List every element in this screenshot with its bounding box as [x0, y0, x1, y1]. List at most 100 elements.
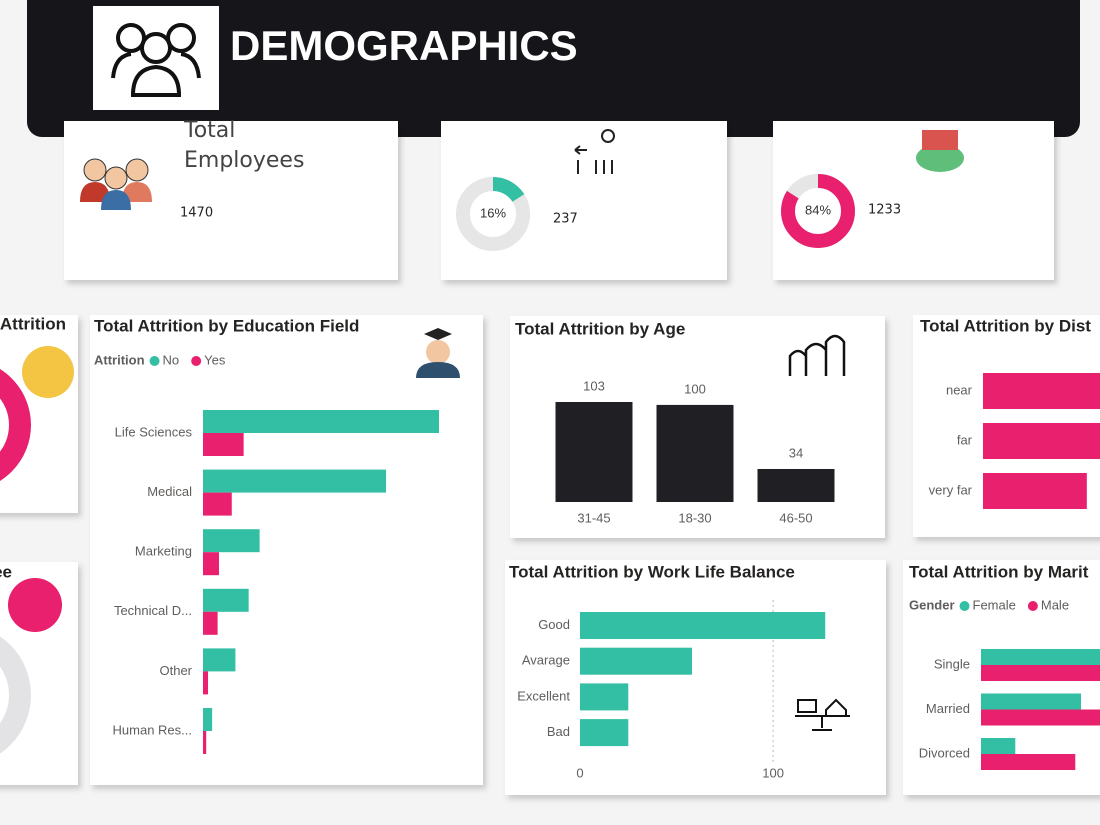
- y-tick-label: near: [946, 382, 973, 397]
- kpi-icon: [80, 182, 110, 202]
- x-tick-label: 100: [762, 765, 784, 780]
- donut-label: 16%: [480, 205, 506, 220]
- y-tick-label: Divorced: [919, 745, 970, 760]
- kpi-icon: [122, 182, 152, 202]
- donut-decor: [0, 369, 31, 481]
- card: [90, 315, 483, 785]
- bar: [203, 588, 249, 612]
- x-tick-label: 46-50: [779, 510, 812, 525]
- donut-label: 84%: [805, 202, 831, 217]
- y-tick-label: Excellent: [517, 688, 570, 703]
- y-tick-label: far: [957, 432, 973, 447]
- bar: [656, 404, 734, 502]
- legend-swatch: [191, 356, 202, 366]
- kpi-icon: [83, 158, 107, 182]
- kpi-label-box: Total Employees: [184, 118, 305, 173]
- bar: [203, 410, 439, 433]
- bar: [203, 731, 207, 754]
- bar: [981, 665, 1100, 681]
- kpi-icon: [922, 130, 958, 150]
- bar: [203, 492, 232, 516]
- y-tick-label: Avarage: [522, 653, 570, 668]
- bar: [981, 754, 1076, 770]
- legend-label: Yes: [204, 352, 226, 367]
- card-title: Attrition: [0, 314, 66, 333]
- chart-title: Total Attrition by Education Field: [94, 316, 359, 335]
- bar: [983, 373, 1100, 409]
- bar: [983, 423, 1100, 459]
- bar: [580, 612, 826, 639]
- legend-swatch: [149, 356, 160, 366]
- bar: [203, 529, 260, 553]
- bar: [203, 648, 236, 672]
- y-tick-label: Married: [926, 701, 970, 716]
- y-tick-label: Medical: [147, 484, 192, 499]
- bar: [757, 468, 835, 502]
- y-tick-label: Good: [538, 617, 570, 632]
- legend-title: Gender: [909, 597, 955, 612]
- card: [441, 121, 727, 280]
- x-tick-label: 31-45: [577, 510, 610, 525]
- header-icon-box: [93, 6, 219, 110]
- bar: [203, 552, 219, 576]
- kpi-icon: [574, 145, 613, 174]
- bar: [983, 473, 1087, 509]
- card: [505, 560, 886, 795]
- data-label: 103: [583, 378, 605, 393]
- card: [773, 121, 1054, 280]
- kpi-value: 1470: [180, 206, 213, 221]
- chart-icon: [416, 362, 460, 378]
- chart-title: Total Attrition by Marit: [909, 562, 1089, 581]
- avatar: [22, 346, 74, 398]
- kpi-value: 237: [553, 212, 578, 227]
- legend-swatch: [959, 601, 970, 611]
- bar: [981, 738, 1016, 754]
- bar: [580, 647, 692, 675]
- chart-title: Total Attrition by Age: [515, 319, 685, 338]
- chart-title: Total Attrition by Dist: [920, 316, 1091, 335]
- kpi-icon: [601, 129, 615, 143]
- chart-icon: [424, 328, 452, 340]
- bar: [203, 671, 209, 695]
- bar: [580, 683, 629, 711]
- donut-arc: [781, 174, 855, 248]
- kpi-value: 1233: [868, 203, 901, 218]
- chart-title: Total Attrition by Work Life Balance: [509, 562, 795, 581]
- avatar: [8, 578, 62, 632]
- y-tick-label: Marketing: [135, 544, 192, 559]
- x-tick-label: 0: [576, 765, 583, 780]
- bar: [981, 649, 1100, 665]
- y-tick-label: Human Res...: [113, 722, 192, 737]
- kpi-icon: [916, 144, 964, 172]
- y-tick-label: very far: [929, 482, 973, 497]
- bar: [981, 693, 1081, 710]
- chart-icon: [426, 340, 450, 364]
- bar: [203, 611, 218, 635]
- header-bar: [27, 0, 1080, 137]
- bar: [203, 433, 244, 456]
- donut-arc: [456, 177, 530, 251]
- header-icon: [111, 23, 201, 97]
- y-tick-label: Other: [159, 663, 192, 678]
- card-title: ee: [0, 562, 12, 581]
- kpi-icon: [104, 166, 128, 190]
- bar: [203, 469, 387, 493]
- legend-label: Male: [1041, 597, 1069, 612]
- bar: [580, 719, 629, 747]
- bar: [203, 708, 213, 731]
- legend-label: Female: [973, 597, 1016, 612]
- y-tick-label: Life Sciences: [115, 424, 193, 439]
- x-tick-label: 18-30: [678, 510, 711, 525]
- bar: [555, 402, 633, 502]
- data-label: 100: [684, 381, 706, 396]
- donut-decor: [0, 636, 31, 754]
- kpi-icon: [125, 158, 149, 182]
- kpi-label: Total Employees: [184, 118, 305, 173]
- chart-icon: [788, 334, 846, 376]
- legend-title: Attrition: [94, 352, 145, 367]
- y-tick-label: Single: [934, 656, 970, 671]
- data-label: 34: [789, 445, 803, 460]
- bar: [981, 709, 1100, 726]
